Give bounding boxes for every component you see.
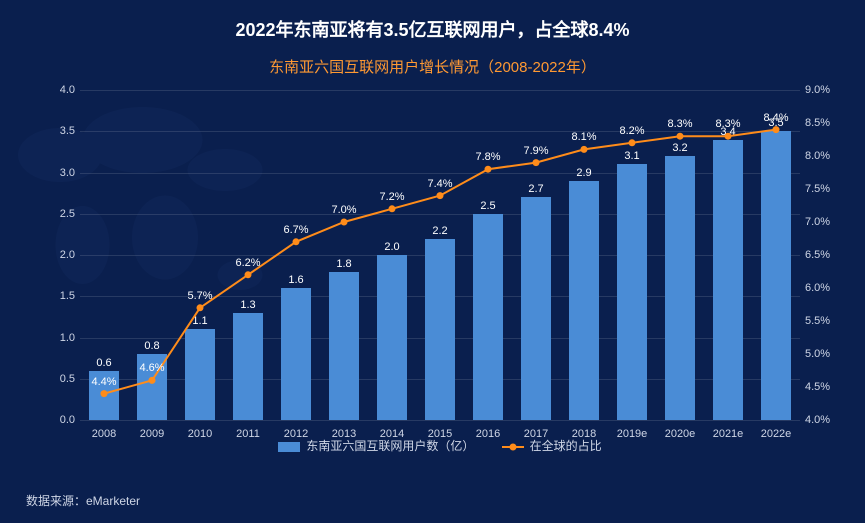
line-value-label: 7.2% [379, 191, 404, 203]
line-value-label: 7.9% [523, 145, 548, 157]
y-right-tick: 6.5% [805, 249, 830, 261]
chart-title: 2022年东南亚将有3.5亿互联网用户，占全球8.4% [0, 0, 865, 42]
line-value-label: 8.1% [571, 131, 596, 143]
gridline [80, 420, 800, 421]
y-left-tick: 3.0 [60, 167, 75, 179]
line-value-label: 8.4% [763, 112, 788, 124]
y-left-tick: 2.0 [60, 249, 75, 261]
line-value-label: 4.6% [139, 362, 164, 374]
y-right-tick: 4.5% [805, 381, 830, 393]
line-overlay [80, 90, 800, 420]
legend: 东南亚六国互联网用户数（亿） 在全球的占比 [50, 437, 830, 454]
y-right-tick: 6.0% [805, 282, 830, 294]
y-right-tick: 8.0% [805, 150, 830, 162]
y-right-tick: 5.5% [805, 315, 830, 327]
chart-subtitle: 东南亚六国互联网用户增长情况（2008-2022年） [0, 42, 865, 77]
y-right-tick: 8.5% [805, 117, 830, 129]
line-value-label: 6.7% [283, 224, 308, 236]
line-value-label: 7.4% [427, 178, 452, 190]
y-left-tick: 4.0 [60, 84, 75, 96]
legend-bar-swatch [278, 442, 300, 452]
y-left-tick: 3.5 [60, 125, 75, 137]
y-right-tick: 4.0% [805, 414, 830, 426]
legend-bar-label: 东南亚六国互联网用户数（亿） [306, 439, 474, 453]
y-left-tick: 1.0 [60, 332, 75, 344]
y-right-tick: 7.5% [805, 183, 830, 195]
line-value-label: 7.0% [331, 204, 356, 216]
plot-region: 0.00.51.01.52.02.53.03.54.04.0%4.5%5.0%5… [80, 90, 800, 420]
chart-area: 0.0 0.5 1.0 1.5 2.0 2.5 3.0 3.5 4.0 4.0% 4.5% 5.0% 5… [50, 80, 830, 460]
data-source: 数据来源：eMarketer [26, 492, 140, 509]
line-value-label: 7.8% [475, 151, 500, 163]
legend-line-swatch [502, 446, 524, 448]
line-value-label: 8.3% [667, 118, 692, 130]
line-value-label: 8.2% [619, 125, 644, 137]
line-value-label: 5.7% [187, 290, 212, 302]
y-right-tick: 9.0% [805, 84, 830, 96]
y-right-tick: 5.0% [805, 348, 830, 360]
line-value-label: 6.2% [235, 257, 260, 269]
line-value-label: 8.3% [715, 118, 740, 130]
line-value-label: 4.4% [91, 376, 116, 388]
y-left-tick: 1.5 [60, 290, 75, 302]
legend-line-label: 在全球的占比 [530, 439, 602, 453]
y-left-tick: 0.5 [60, 373, 75, 385]
y-right-tick: 7.0% [805, 216, 830, 228]
y-left-tick: 2.5 [60, 208, 75, 220]
y-left-tick: 0.0 [60, 414, 75, 426]
